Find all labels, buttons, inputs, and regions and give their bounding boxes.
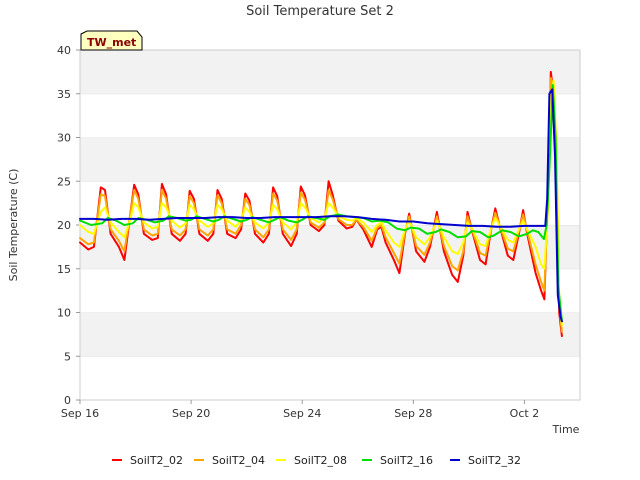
y-axis-ticks: 0 5 10 15 20 25 30 35 40: [57, 44, 80, 407]
grid-band: [80, 93, 580, 138]
y-tick-label: 20: [57, 219, 71, 232]
y-tick-label: 0: [64, 394, 71, 407]
y-tick-label: 30: [57, 132, 71, 145]
badge-shape: [80, 30, 143, 51]
x-axis-label: Time: [552, 423, 580, 436]
dataset-badge: TW_met: [80, 30, 143, 51]
series-lines: [79, 70, 563, 338]
grid-band: [80, 356, 580, 400]
y-tick-label: 40: [57, 44, 71, 57]
y-tick-label: 25: [57, 175, 71, 188]
x-axis-ticks: Sep 16 Sep 20 Sep 24 Sep 28 Oct 2: [61, 400, 539, 420]
x-tick-label: Sep 28: [394, 407, 432, 420]
plot-background: [80, 49, 580, 400]
chart-title: Soil Temperature Set 2: [246, 4, 394, 19]
legend-label: SoilT2_02: [130, 454, 183, 467]
legend-label: SoilT2_16: [380, 454, 433, 467]
legend-label: SoilT2_32: [468, 454, 521, 467]
x-tick-label: Oct 2: [510, 407, 540, 420]
legend: SoilT2_02 SoilT2_04 SoilT2_08 SoilT2_16 Soil…: [112, 454, 521, 467]
y-tick-label: 10: [57, 307, 71, 320]
grid-band: [80, 137, 580, 182]
grid-band: [80, 268, 580, 313]
grid-band: [80, 50, 580, 94]
y-tick-label: 5: [64, 350, 71, 363]
y-tick-label: 35: [57, 88, 71, 101]
x-tick-label: Sep 24: [283, 407, 321, 420]
x-tick-label: Sep 16: [61, 407, 99, 420]
grid-band: [80, 312, 580, 357]
grid-band: [80, 225, 580, 269]
legend-label: SoilT2_08: [294, 454, 347, 467]
series-line-soilt2-04: [79, 77, 563, 333]
series-line-soilt2-32: [79, 88, 563, 323]
y-axis-label: Soil Temperature (C): [7, 169, 20, 282]
series-line-soilt2-08: [79, 79, 563, 327]
legend-label: SoilT2_04: [212, 454, 265, 467]
y-tick-label: 15: [57, 263, 71, 276]
x-tick-label: Sep 20: [172, 407, 210, 420]
badge-label: TW_met: [87, 36, 136, 49]
